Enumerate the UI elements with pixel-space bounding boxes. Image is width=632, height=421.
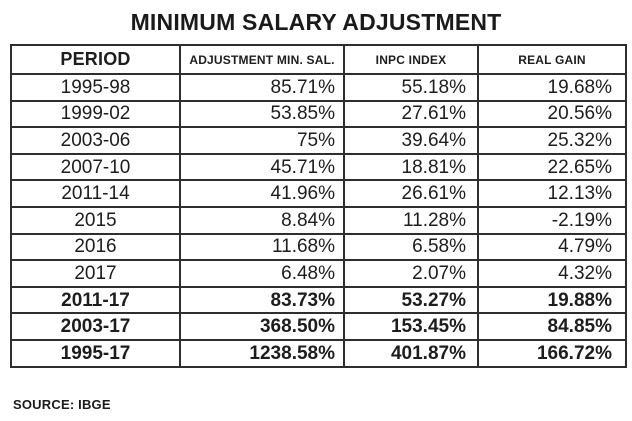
- period-cell: 2007-10: [10, 152, 181, 182]
- col-header-real-gain: REAL GAIN: [477, 44, 627, 75]
- real-gain-cell: -2.19%: [477, 205, 627, 235]
- table-header: PERIOD ADJUSTMENT MIN. SAL. INPC INDEX R…: [10, 44, 627, 75]
- period-cell: 2011-14: [10, 179, 181, 208]
- table-row: 2011-14 41.96% 26.61% 12.13%: [10, 179, 627, 208]
- period-cell: 2015: [10, 205, 181, 235]
- inpc-cell: 53.27%: [343, 285, 479, 315]
- real-gain-cell: 166.72%: [477, 338, 627, 368]
- col-header-adjustment: ADJUSTMENT MIN. SAL.: [179, 44, 345, 75]
- adjustment-cell: 8.84%: [179, 205, 345, 235]
- period-cell: 2017: [10, 259, 181, 288]
- inpc-cell: 18.81%: [343, 152, 479, 182]
- real-gain-cell: 25.32%: [477, 126, 627, 155]
- table-row: 2015 8.84% 11.28% -2.19%: [10, 205, 627, 235]
- inpc-cell: 55.18%: [343, 73, 479, 102]
- period-cell: 1995-17: [10, 338, 181, 368]
- table-row: 1999-02 53.85% 27.61% 20.56%: [10, 99, 627, 129]
- adjustment-cell: 41.96%: [179, 179, 345, 208]
- inpc-cell: 2.07%: [343, 259, 479, 288]
- inpc-cell: 6.58%: [343, 232, 479, 262]
- real-gain-cell: 4.79%: [477, 232, 627, 262]
- inpc-cell: 39.64%: [343, 126, 479, 155]
- adjustment-cell: 368.50%: [179, 312, 345, 341]
- inpc-cell: 27.61%: [343, 99, 479, 129]
- table-row-summary: 1995-17 1238.58% 401.87% 166.72%: [10, 338, 627, 368]
- real-gain-cell: 12.13%: [477, 179, 627, 208]
- adjustment-cell: 85.71%: [179, 73, 345, 102]
- real-gain-cell: 22.65%: [477, 152, 627, 182]
- table-row: 2007-10 45.71% 18.81% 22.65%: [10, 152, 627, 182]
- adjustment-cell: 75%: [179, 126, 345, 155]
- period-cell: 2016: [10, 232, 181, 262]
- real-gain-cell: 20.56%: [477, 99, 627, 129]
- col-header-period: PERIOD: [10, 44, 181, 75]
- adjustment-cell: 11.68%: [179, 232, 345, 262]
- page-title: MINIMUM SALARY ADJUSTMENT: [130, 9, 502, 35]
- adjustment-cell: 1238.58%: [179, 338, 345, 368]
- period-cell: 1999-02: [10, 99, 181, 129]
- table-row-summary: 2003-17 368.50% 153.45% 84.85%: [10, 312, 627, 341]
- real-gain-cell: 19.88%: [477, 285, 627, 315]
- adjustment-cell: 53.85%: [179, 99, 345, 129]
- inpc-cell: 401.87%: [343, 338, 479, 368]
- table-row: 2016 11.68% 6.58% 4.79%: [10, 232, 627, 262]
- inpc-cell: 26.61%: [343, 179, 479, 208]
- inpc-cell: 153.45%: [343, 312, 479, 341]
- period-cell: 2003-17: [10, 312, 181, 341]
- table-row: 2003-06 75% 39.64% 25.32%: [10, 126, 627, 155]
- period-cell: 2003-06: [10, 126, 181, 155]
- adjustment-cell: 6.48%: [179, 259, 345, 288]
- period-cell: 1995-98: [10, 73, 181, 102]
- period-cell: 2011-17: [10, 285, 181, 315]
- source-note: SOURCE: IBGE: [13, 397, 111, 412]
- col-header-inpc: INPC INDEX: [343, 44, 479, 75]
- table-row: 2017 6.48% 2.07% 4.32%: [10, 259, 627, 288]
- salary-adjustment-table: PERIOD ADJUSTMENT MIN. SAL. INPC INDEX R…: [10, 44, 627, 368]
- table-row-summary: 2011-17 83.73% 53.27% 19.88%: [10, 285, 627, 315]
- adjustment-cell: 45.71%: [179, 152, 345, 182]
- adjustment-cell: 83.73%: [179, 285, 345, 315]
- table-row: 1995-98 85.71% 55.18% 19.68%: [10, 73, 627, 102]
- header-row: PERIOD ADJUSTMENT MIN. SAL. INPC INDEX R…: [10, 44, 627, 75]
- real-gain-cell: 4.32%: [477, 259, 627, 288]
- real-gain-cell: 84.85%: [477, 312, 627, 341]
- inpc-cell: 11.28%: [343, 205, 479, 235]
- real-gain-cell: 19.68%: [477, 73, 627, 102]
- table-body: 1995-98 85.71% 55.18% 19.68% 1999-02 53.…: [10, 73, 627, 368]
